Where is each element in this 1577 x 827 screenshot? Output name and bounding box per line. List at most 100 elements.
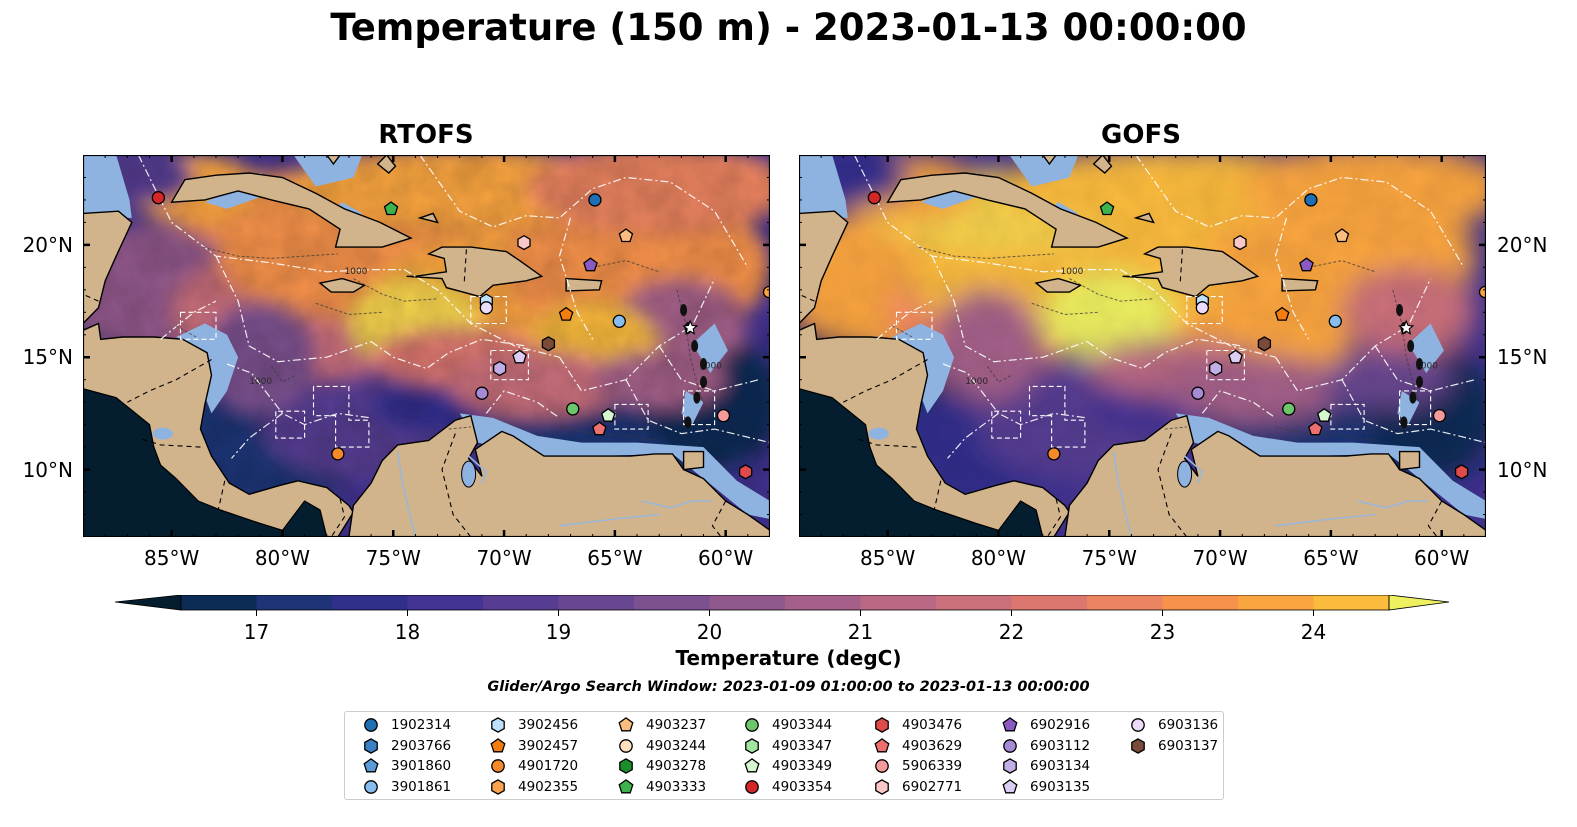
legend-marker bbox=[618, 717, 634, 732]
x-tick-label: 70°W bbox=[476, 546, 532, 570]
float-marker-6902916 bbox=[1299, 257, 1314, 272]
land-yucatan bbox=[83, 210, 133, 325]
legend-marker bbox=[1002, 717, 1018, 732]
land-hispaniola bbox=[406, 246, 544, 298]
country-border bbox=[463, 249, 467, 284]
colorbar-bin bbox=[634, 595, 710, 610]
pentagon-marker-icon bbox=[618, 717, 634, 732]
colorbar-extend-min bbox=[115, 595, 182, 611]
legend-marker bbox=[364, 779, 378, 794]
float-marker-6903137 bbox=[1257, 336, 1272, 352]
colorbar-label: Temperature (degC) bbox=[675, 646, 902, 670]
legend-marker bbox=[1003, 758, 1017, 774]
x-tick-label: 80°W bbox=[970, 546, 1027, 570]
island bbox=[684, 416, 692, 429]
eez-boundary bbox=[1341, 379, 1486, 444]
circle-marker-icon bbox=[364, 779, 378, 794]
legend-marker bbox=[745, 718, 759, 732]
legend-item-6903134: 6903134 bbox=[1001, 756, 1090, 776]
lake-nicaragua bbox=[152, 427, 173, 440]
lake-maracaibo bbox=[1177, 460, 1193, 488]
legend-marker bbox=[744, 758, 760, 773]
colorbar-tick-label: 17 bbox=[243, 620, 270, 644]
legend-label: 5906339 bbox=[902, 758, 963, 774]
land-cuba bbox=[170, 172, 413, 248]
circle-marker-icon bbox=[619, 738, 633, 753]
float-marker-6903136 bbox=[479, 301, 493, 315]
legend-label: 6903134 bbox=[1030, 758, 1091, 774]
eez-boundary bbox=[931, 255, 1088, 363]
float-marker-4903349 bbox=[1316, 407, 1332, 422]
circle-marker-icon bbox=[364, 718, 378, 732]
hexagon-marker-icon bbox=[491, 717, 505, 733]
island bbox=[1400, 416, 1408, 429]
float-marker-4903354 bbox=[151, 191, 165, 205]
river bbox=[1184, 455, 1204, 484]
eez-box bbox=[470, 296, 507, 325]
country-border bbox=[854, 437, 917, 448]
legend-label: 3902457 bbox=[518, 737, 579, 754]
eez-box bbox=[275, 410, 306, 439]
legend-item-4903347: 4903347 bbox=[743, 736, 832, 756]
legend-label: 4903278 bbox=[646, 758, 707, 774]
float-marker-4903237 bbox=[618, 228, 634, 243]
country-border bbox=[933, 480, 942, 511]
isobath-label: 1000 bbox=[699, 361, 722, 371]
y-tick-label-right: 15°N bbox=[1497, 345, 1548, 370]
eez-boundary bbox=[160, 300, 217, 340]
legend-item-6903137: 6903137 bbox=[1129, 736, 1218, 756]
float-marker-4903333 bbox=[1099, 201, 1115, 216]
legend-marker bbox=[364, 737, 378, 754]
isobath-1000 bbox=[353, 278, 438, 302]
float-marker-4903333 bbox=[383, 201, 399, 216]
hexagon-marker-icon bbox=[491, 778, 505, 795]
eez-boundary bbox=[226, 363, 372, 426]
main-title: Temperature (150 m) - 2023-01-13 00:00:0… bbox=[330, 6, 1247, 49]
river bbox=[1275, 513, 1376, 527]
pentagon-marker-icon bbox=[490, 737, 506, 752]
x-tick-label: 65°W bbox=[587, 546, 643, 570]
country-border bbox=[799, 293, 815, 302]
x-tick-label: 60°W bbox=[1414, 546, 1470, 570]
float-marker-6903134 bbox=[493, 360, 507, 377]
legend-label: 4903476 bbox=[902, 717, 963, 733]
eez-box bbox=[179, 311, 217, 340]
eez-boundary bbox=[1135, 155, 1465, 268]
colorbar-bin bbox=[936, 595, 1012, 610]
hexagon-marker-icon bbox=[875, 778, 889, 795]
circle-marker-icon bbox=[745, 779, 759, 794]
isobath-1000 bbox=[1392, 289, 1425, 414]
isobath-1000 bbox=[1164, 426, 1187, 430]
land-trinidad bbox=[1398, 450, 1421, 471]
colorbar-bin bbox=[1087, 595, 1163, 610]
legend-item-4903333: 4903333 bbox=[617, 777, 706, 797]
land-jamaica bbox=[318, 277, 367, 293]
legend-item-3902457: 3902457 bbox=[489, 736, 578, 756]
legend-marker bbox=[363, 758, 379, 773]
land-bahamas3 bbox=[1133, 212, 1155, 224]
eez-boundary bbox=[558, 217, 594, 340]
legend-item-4902355: 4902355 bbox=[489, 777, 578, 797]
river bbox=[641, 500, 713, 509]
eez-boundary bbox=[370, 338, 527, 370]
eez-boundary bbox=[558, 278, 716, 392]
legend-item-5906339: 5906339 bbox=[873, 756, 962, 776]
legend-label: 4902355 bbox=[518, 778, 579, 795]
country-border bbox=[843, 359, 928, 403]
legend-label: 4903629 bbox=[902, 737, 963, 754]
x-tick-label: 80°W bbox=[254, 546, 311, 570]
float-marker-1902314 bbox=[1304, 193, 1318, 207]
legend-label: 4903237 bbox=[646, 717, 707, 733]
float-marker-4903344 bbox=[1282, 402, 1296, 416]
x-tick-label: 75°W bbox=[365, 546, 421, 570]
legend-marker bbox=[619, 758, 633, 774]
country-border bbox=[138, 437, 201, 448]
island bbox=[700, 375, 708, 388]
eez-box bbox=[895, 311, 933, 340]
pentagon-marker-icon bbox=[744, 758, 760, 773]
pentagon-marker-icon bbox=[1002, 778, 1018, 793]
isobath-1000 bbox=[270, 365, 296, 383]
legend-marker bbox=[491, 778, 505, 795]
hexagon-marker-icon bbox=[1003, 758, 1017, 774]
legend-label: 4903333 bbox=[646, 778, 707, 795]
